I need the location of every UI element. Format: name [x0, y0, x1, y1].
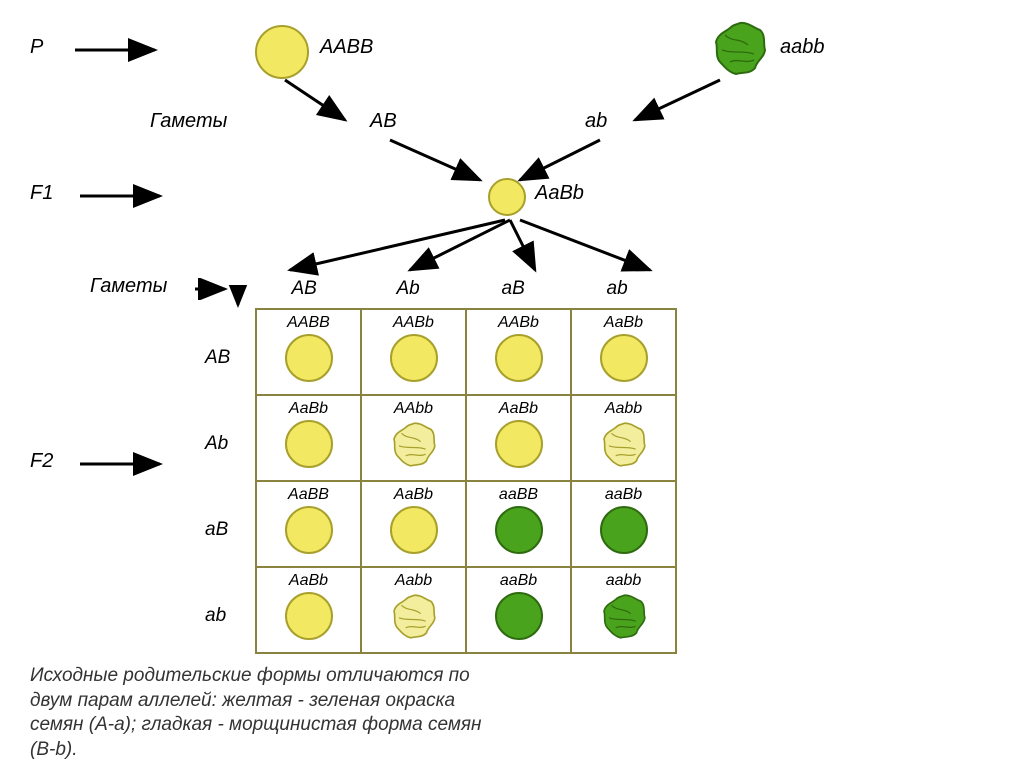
- cell-genotype: AAbb: [364, 400, 463, 418]
- punnett-cell: aabb: [571, 567, 676, 653]
- parent2-pea-green-wrinkled: [710, 20, 770, 78]
- parent1-pea-yellow-smooth: [255, 25, 309, 79]
- cell-genotype: Aabb: [364, 572, 463, 590]
- cell-genotype: AaBB: [259, 486, 358, 504]
- caption-line-2: семян (A-a); гладкая - морщинистая форма…: [30, 713, 750, 738]
- punnett-cell: AAbb: [361, 395, 466, 481]
- label-gametes-2: Гаметы: [90, 275, 167, 298]
- row-hdr-2: aB: [205, 519, 228, 541]
- pea-smooth-icon: [390, 334, 438, 382]
- cell-genotype: aabb: [574, 572, 673, 590]
- punnett-cell: Aabb: [571, 395, 676, 481]
- cell-genotype: AaBb: [469, 400, 568, 418]
- cell-genotype: aaBB: [469, 486, 568, 504]
- punnett-cell: AaBb: [571, 309, 676, 395]
- arrow-down-to-table: [227, 285, 249, 313]
- pea-wrinkled-icon: [389, 592, 439, 647]
- punnett-cell: aaBb: [466, 567, 571, 653]
- pea-smooth-icon: [285, 334, 333, 382]
- pea-wrinkled-icon: [389, 420, 439, 475]
- label-F2: F2: [30, 450, 53, 473]
- arrow-F1: [80, 184, 170, 208]
- label-gametes-1: Гаметы: [150, 110, 227, 133]
- pea-smooth-icon: [600, 506, 648, 554]
- arrow-P: [75, 38, 165, 62]
- cell-genotype: aaBb: [469, 572, 568, 590]
- row-hdr-1: Ab: [205, 433, 228, 455]
- punnett-cell: AaBb: [361, 481, 466, 567]
- f1-genotype: AaBb: [535, 182, 584, 205]
- cell-genotype: AABb: [364, 314, 463, 332]
- cell-genotype: AaBb: [574, 314, 673, 332]
- arrow-F2: [80, 452, 170, 476]
- label-F1: F1: [30, 182, 53, 205]
- punnett-cell: AABB: [256, 309, 361, 395]
- arrow-p2-to-gamete: [625, 75, 725, 130]
- cell-genotype: AaBb: [259, 572, 358, 590]
- arrow-f1-g4: [515, 215, 665, 280]
- pea-smooth-icon: [390, 506, 438, 554]
- arrow-f1-g2: [400, 215, 520, 280]
- pea-wrinkled-icon: [599, 592, 649, 647]
- cell-genotype: AABb: [469, 314, 568, 332]
- punnett-cell: Aabb: [361, 567, 466, 653]
- parent2-genotype: aabb: [780, 36, 825, 59]
- punnett-cell: aaBb: [571, 481, 676, 567]
- cell-genotype: AaBb: [364, 486, 463, 504]
- col-hdr-2: aB: [502, 278, 525, 300]
- gamete-AB-top: AB: [370, 110, 397, 133]
- punnett-cell: AaBb: [256, 567, 361, 653]
- pea-wrinkled-icon: [599, 420, 649, 475]
- punnett-cell: AaBb: [466, 395, 571, 481]
- f1-pea: [488, 178, 526, 216]
- cell-genotype: AABB: [259, 314, 358, 332]
- row-hdr-0: AB: [205, 347, 230, 369]
- pea-smooth-icon: [495, 420, 543, 468]
- row-hdr-3: ab: [205, 605, 226, 627]
- caption: Исходные родительские формы отличаются п…: [30, 664, 750, 763]
- arrow-p1-to-gamete: [280, 75, 360, 130]
- pea-smooth-icon: [285, 592, 333, 640]
- pea-smooth-icon: [600, 334, 648, 382]
- col-hdr-0: AB: [292, 278, 317, 300]
- caption-line-1: двум парам аллелей: желтая - зеленая окр…: [30, 689, 750, 714]
- pea-smooth-icon: [495, 506, 543, 554]
- gamete-ab-top: ab: [585, 110, 607, 133]
- caption-line-3: (B-b).: [30, 738, 750, 763]
- cell-genotype: AaBb: [259, 400, 358, 418]
- pea-smooth-icon: [495, 592, 543, 640]
- cell-genotype: aaBb: [574, 486, 673, 504]
- pea-smooth-icon: [495, 334, 543, 382]
- punnett-cell: AaBB: [256, 481, 361, 567]
- punnett-cell: aaBB: [466, 481, 571, 567]
- parent1-genotype: AABB: [320, 36, 373, 59]
- pea-smooth-icon: [285, 506, 333, 554]
- col-hdr-3: ab: [607, 278, 628, 300]
- arrow-gAB-to-f1: [385, 135, 495, 190]
- punnett-cell: AABb: [466, 309, 571, 395]
- dihybrid-cross-diagram: P Гаметы F1 Гаметы F2 AABB aabb AB ab: [30, 20, 994, 748]
- punnett-cell: AaBb: [256, 395, 361, 481]
- label-P: P: [30, 36, 43, 59]
- cell-genotype: Aabb: [574, 400, 673, 418]
- punnett-cell: AABb: [361, 309, 466, 395]
- caption-line-0: Исходные родительские формы отличаются п…: [30, 664, 750, 689]
- punnett-body: AABB AABb AABb AaBb AaBb AAbb AaBb Aabb AaBB Aa…: [256, 309, 676, 653]
- col-hdr-1: Ab: [397, 278, 420, 300]
- punnett-square: AABB AABb AABb AaBb AaBb AAbb AaBb Aabb AaBB Aa…: [255, 308, 677, 654]
- pea-smooth-icon: [285, 420, 333, 468]
